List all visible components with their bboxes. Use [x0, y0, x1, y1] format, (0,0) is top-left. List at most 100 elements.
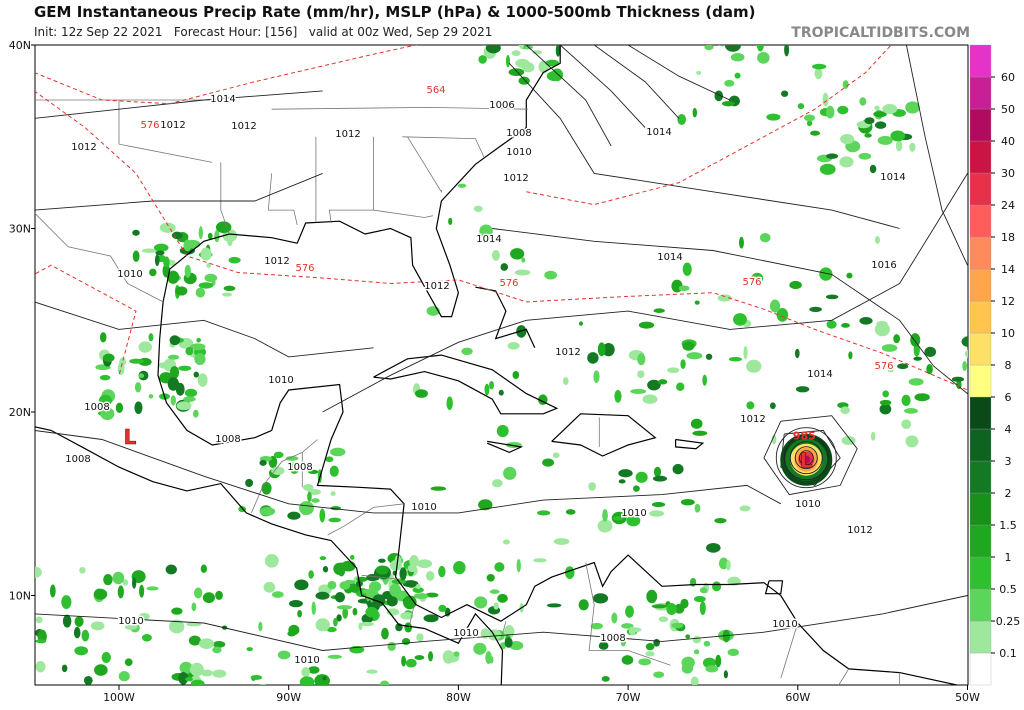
precip-cell: [99, 374, 111, 381]
border: [328, 136, 374, 224]
colorbar-swatch: [969, 140, 992, 174]
precip-cell: [315, 618, 330, 632]
precip-cell: [841, 323, 850, 328]
precip-cell: [910, 333, 921, 347]
isobar-label: 1010: [795, 499, 820, 510]
precip-cell: [602, 342, 615, 357]
colorbar-label: 60: [1001, 71, 1015, 84]
precip-cell: [486, 573, 495, 582]
isobar: [763, 415, 858, 496]
isobar-label: 1012: [740, 414, 765, 425]
precip-cell: [138, 373, 145, 379]
precip-cell: [493, 602, 499, 610]
precip-cell: [536, 510, 551, 516]
site-credit: TROPICALTIDBITS.COM: [791, 25, 970, 41]
isobar-label: 1010: [506, 147, 531, 158]
precip-cell: [223, 285, 236, 292]
colorbar-swatch: [969, 556, 992, 590]
precip-cell: [117, 361, 125, 375]
precip-cell: [881, 344, 898, 352]
colorbar-label: 6: [1005, 391, 1012, 404]
coastline: [486, 440, 524, 454]
precip-cell: [131, 577, 137, 589]
isobar-label: 1012: [847, 525, 872, 536]
isobar-label: 1006: [489, 100, 514, 111]
precip-cell: [342, 607, 349, 619]
precip-cell: [271, 591, 284, 598]
precip-cell: [718, 557, 729, 570]
precip-cell: [288, 600, 303, 608]
precip-cell: [448, 217, 453, 226]
border: [327, 503, 405, 536]
precip-cell: [489, 589, 500, 594]
precip-cell: [642, 394, 658, 404]
precip-cell: [245, 478, 254, 488]
precip-cell: [848, 351, 853, 360]
colorbar-label: 4: [1005, 423, 1012, 436]
precip-cell: [134, 401, 143, 415]
precip-cell: [692, 635, 702, 644]
isobar-label: 1012: [71, 142, 96, 153]
precip-cell: [667, 367, 680, 374]
lon-label: 70W: [616, 691, 641, 704]
precip-cell: [196, 337, 201, 343]
precip-cell: [400, 612, 414, 620]
isobar: [905, 45, 968, 266]
precip-cell: [73, 626, 81, 639]
precip-cell: [703, 640, 711, 647]
precip-cell: [387, 641, 396, 651]
colorbar-swatch: [969, 108, 992, 142]
colorbar-swatch: [969, 492, 992, 526]
coastline: [35, 426, 504, 685]
precip-cell: [328, 517, 342, 523]
precip-cell: [325, 456, 334, 463]
precip-cell: [771, 434, 777, 445]
precip-cell: [565, 509, 576, 515]
precip-cell: [381, 627, 389, 640]
precip-cell: [518, 45, 525, 49]
storm-isobar: [794, 446, 818, 470]
precip-cell: [638, 658, 652, 666]
precip-cell: [859, 97, 867, 106]
precip-cell: [326, 626, 337, 633]
precip-cell: [680, 498, 695, 506]
precip-cell: [184, 264, 191, 278]
isobar-label: 1008: [287, 462, 312, 473]
precip-cell: [311, 498, 320, 503]
precip-cell: [926, 363, 933, 375]
precip-cell: [621, 655, 634, 665]
precip-cell: [879, 403, 892, 415]
isobar-label: 1014: [476, 234, 501, 245]
precip-cell: [723, 670, 728, 679]
precip-cell: [905, 435, 919, 448]
precip-cell: [837, 105, 849, 115]
precip-cell: [316, 690, 327, 703]
precip-cell: [49, 584, 56, 598]
storm-core: [802, 455, 811, 464]
precip-cell: [598, 641, 609, 650]
precip-cell: [138, 341, 153, 353]
precip-cell: [739, 505, 751, 512]
map-frame: [34, 44, 969, 686]
precip-cell: [288, 624, 300, 636]
precip-cell: [494, 562, 505, 572]
precip-cell: [186, 622, 202, 627]
precip-cell: [597, 519, 613, 533]
precip-cell: [212, 646, 222, 654]
precip-cell: [115, 402, 124, 414]
precip-cell: [893, 334, 901, 344]
precip-cell: [171, 231, 183, 240]
precip-cell: [358, 690, 368, 698]
precip-cell: [913, 343, 920, 357]
precip-cell: [122, 579, 129, 586]
precip-cell: [638, 321, 655, 329]
precip-cell: [511, 50, 521, 57]
precip-cell: [690, 418, 703, 429]
precip-cell: [877, 135, 893, 145]
precip-cell: [337, 562, 346, 577]
precip-cell: [924, 346, 937, 358]
center-pressure: 985: [793, 430, 816, 443]
precip-cell: [412, 587, 424, 594]
isobar: [35, 301, 374, 358]
